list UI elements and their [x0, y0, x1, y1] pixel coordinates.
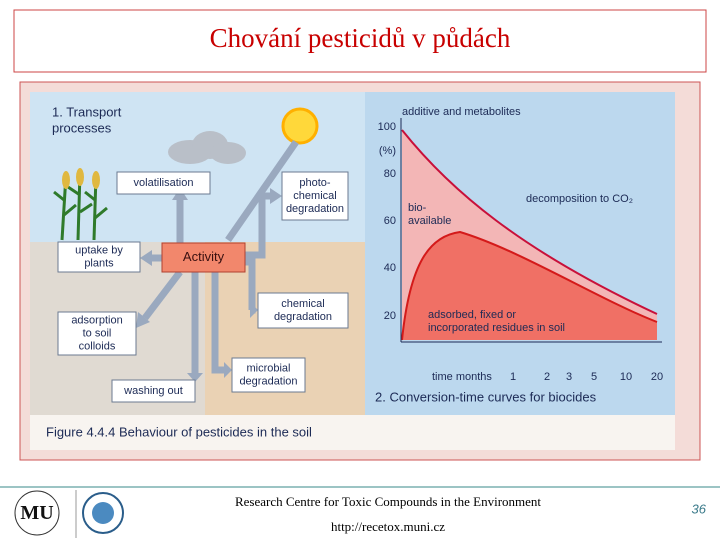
x-title: time months	[432, 371, 492, 383]
footer-centre: Research Centre for Toxic Compounds in t…	[235, 494, 541, 509]
process-box	[257, 292, 349, 329]
curve-label: decomposition to CO₂	[526, 193, 633, 205]
process-box	[57, 241, 141, 273]
process-box	[231, 357, 306, 393]
activity-box	[161, 242, 246, 273]
process-label: chemical	[293, 190, 336, 202]
curve-label: incorporated residues in soil	[428, 322, 565, 334]
process-label: microbial	[246, 362, 290, 374]
y-label: 20	[384, 310, 396, 322]
curve-label: bio-	[408, 202, 427, 214]
y-label: 60	[384, 215, 396, 227]
plant-ears	[62, 168, 100, 189]
process-label: degradation	[274, 311, 332, 323]
process-label: volatilisation	[134, 177, 194, 189]
caption-strip	[30, 415, 675, 450]
chart-top-label: additive and metabolites	[402, 106, 521, 118]
y-label: 100	[378, 121, 396, 133]
x-label: 5	[591, 371, 597, 383]
page-number: 36	[692, 501, 707, 516]
arrows	[136, 140, 299, 382]
diagram-heading: 1. Transport	[52, 104, 122, 119]
diagram-heading: processes	[52, 120, 112, 135]
process-box	[111, 379, 196, 403]
process-box	[281, 171, 349, 221]
process-box	[57, 311, 137, 356]
footer-url: http://recetox.muni.cz	[331, 519, 445, 534]
cloud	[168, 131, 246, 164]
logos: MU	[14, 490, 124, 538]
svg-text:MU: MU	[20, 502, 53, 524]
sun	[281, 107, 319, 145]
chart-heading: 2. Conversion-time curves for biocides	[375, 389, 597, 404]
process-label: uptake by	[75, 244, 123, 256]
y-label: 80	[384, 168, 396, 180]
curve-label: adsorbed, fixed or	[428, 309, 516, 321]
y-label: 40	[384, 262, 396, 274]
y-label: (%)	[379, 145, 396, 157]
process-label: degradation	[286, 203, 344, 215]
process-label: adsorption	[71, 314, 122, 326]
x-label: 10	[620, 371, 632, 383]
process-label: chemical	[281, 298, 324, 310]
process-label: to soil	[83, 327, 112, 339]
process-label: degradation	[239, 375, 297, 387]
curve-label: available	[408, 215, 451, 227]
title-box	[13, 9, 707, 73]
x-label: 3	[566, 371, 572, 383]
process-box	[116, 171, 211, 195]
x-label: 1	[510, 371, 516, 383]
process-label: plants	[84, 257, 114, 269]
chart-curves	[400, 118, 662, 343]
x-label: 20	[651, 371, 663, 383]
slide-title: Chování pesticidů v půdách	[210, 23, 511, 53]
process-label: washing out	[123, 385, 183, 397]
figure-caption: Figure 4.4.4 Behaviour of pesticides in …	[46, 424, 312, 439]
process-label: colloids	[79, 340, 116, 352]
process-label: photo-	[299, 177, 331, 189]
x-label: 2	[544, 371, 550, 383]
process-label: Activity	[183, 249, 225, 264]
